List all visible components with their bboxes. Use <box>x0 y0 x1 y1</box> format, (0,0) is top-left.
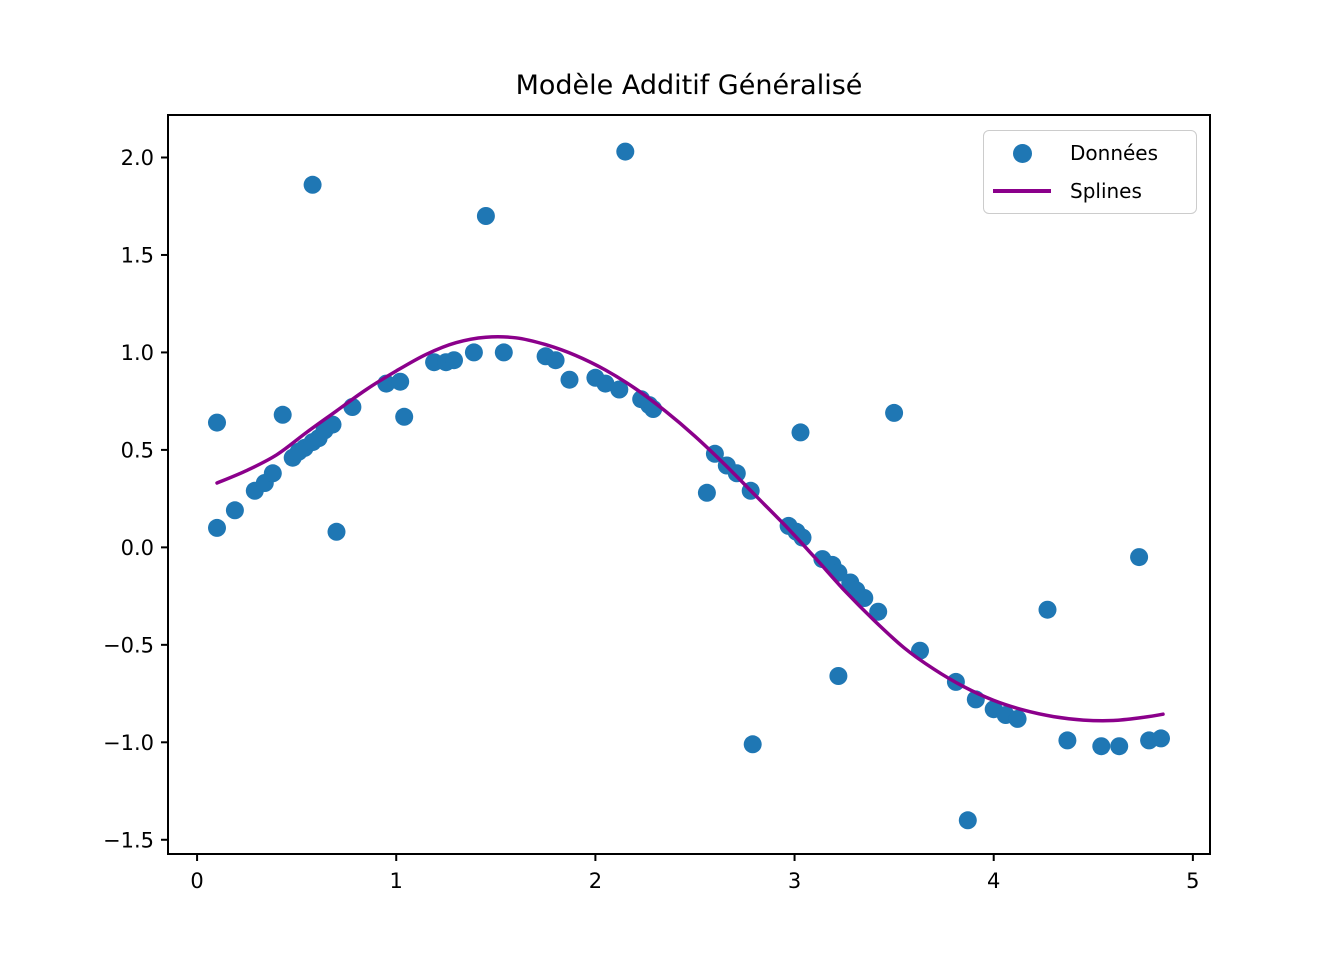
scatter-point <box>546 351 565 370</box>
scatter-point <box>791 423 810 442</box>
scatter-point <box>225 501 244 520</box>
x-tick-label: 0 <box>190 869 203 893</box>
legend-label-donnees: Données <box>1070 141 1159 165</box>
scatter-point <box>391 372 410 391</box>
spline-curve <box>215 334 1165 723</box>
page-title: Modèle Additif Généralisé <box>515 70 863 101</box>
scatter-point <box>1058 731 1077 750</box>
scatter-point <box>958 811 977 830</box>
scatter-point <box>303 175 322 194</box>
scatter-point <box>727 464 746 483</box>
plot-border <box>167 114 1211 855</box>
y-tick-label: −0.5 <box>103 633 154 657</box>
x-tick-label: 2 <box>589 869 602 893</box>
scatter-point <box>793 528 812 547</box>
scatter-point <box>596 374 615 393</box>
scatter-point <box>697 483 716 502</box>
scatter-point <box>476 207 495 225</box>
scatter-point <box>1038 600 1057 619</box>
scatter-point <box>610 380 629 399</box>
scatter-point <box>1092 737 1111 756</box>
x-tick-label: 4 <box>987 869 1000 893</box>
x-tick-label: 5 <box>1186 869 1199 893</box>
scatter-point <box>323 415 342 434</box>
scatter-point <box>1152 729 1170 748</box>
scatter-point <box>327 522 346 541</box>
scatter-point <box>869 602 888 621</box>
legend: Données Splines <box>983 130 1197 214</box>
y-tick-label: 1.5 <box>121 243 154 267</box>
y-tick-label: 2.0 <box>121 146 154 170</box>
scatter-point <box>1110 737 1129 756</box>
scatter-point <box>263 464 282 483</box>
scatter-point <box>1008 709 1027 728</box>
scatter-point <box>616 142 635 161</box>
scatter-point <box>208 518 226 537</box>
scatter-point <box>273 405 292 424</box>
x-tick-label: 3 <box>788 869 801 893</box>
y-tick-label: 0.5 <box>121 438 154 462</box>
scatter-point <box>395 407 414 426</box>
scatter-point <box>855 589 874 607</box>
scatter-point <box>208 413 226 432</box>
scatter-point <box>560 370 579 389</box>
scatter-point <box>1130 548 1149 567</box>
legend-entry-splines: Splines <box>984 172 1196 210</box>
scatter-point <box>494 343 513 362</box>
scatter-point <box>829 667 848 685</box>
y-tick-label: −1.0 <box>103 731 154 755</box>
legend-marker-cell <box>984 189 1060 193</box>
x-tick-label: 1 <box>390 869 403 893</box>
legend-entry-donnees: Données <box>984 134 1196 172</box>
scatter-point <box>464 343 483 362</box>
scatter-marker-icon <box>1012 143 1032 163</box>
y-tick-label: −1.5 <box>103 828 154 852</box>
y-tick-label: 0.0 <box>121 536 154 560</box>
legend-label-splines: Splines <box>1070 179 1142 203</box>
line-marker-icon <box>993 189 1051 193</box>
scatter-point <box>885 403 904 422</box>
legend-marker-cell <box>984 143 1060 163</box>
scatter-point <box>445 351 463 370</box>
y-tick-label: 1.0 <box>121 341 154 365</box>
scatter-point <box>743 735 762 754</box>
